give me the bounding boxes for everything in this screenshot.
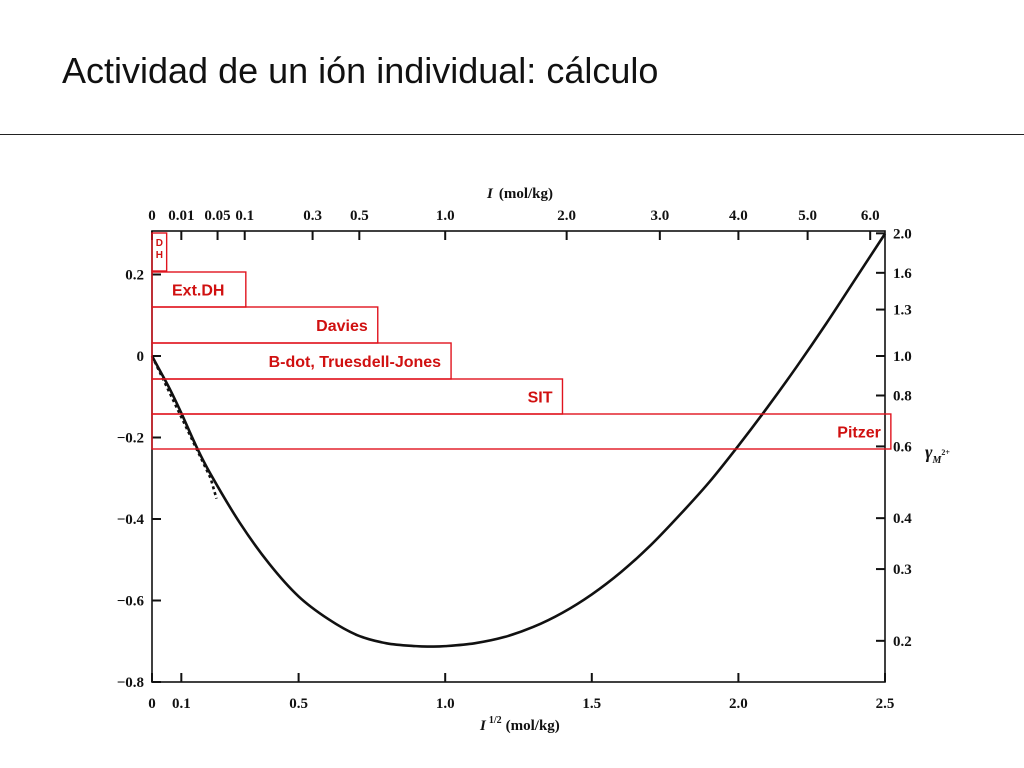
top-tick-label: 2.0 (557, 208, 576, 224)
bottom-tick-label: 2.5 (876, 696, 895, 712)
right-tick-label: 0.6 (893, 439, 912, 455)
bottom-tick-label: 0 (148, 696, 156, 712)
x-axis-title-bottom: I 1/2 (mol/kg) (479, 715, 560, 734)
top-tick-label: 3.0 (650, 208, 669, 224)
activity-curve (150, 233, 887, 648)
range-box (151, 413, 892, 450)
left-tick-label: −0.2 (117, 431, 144, 447)
top-tick-label: 0.5 (350, 208, 369, 224)
top-tick-label: 0 (148, 208, 156, 224)
left-tick-label: 0.2 (125, 268, 144, 284)
range-label: Pitzer (837, 425, 881, 442)
debye-huckel-limiting-curve (150, 355, 218, 499)
right-tick-label: 1.0 (893, 349, 912, 365)
left-tick-label: −0.4 (117, 512, 145, 528)
range-label: H (156, 250, 163, 261)
left-tick-label: −0.6 (117, 594, 145, 610)
x-axis-title-top: I (mol/kg) (486, 186, 553, 202)
range-box (151, 378, 564, 415)
range-label: SIT (528, 390, 553, 407)
bottom-tick-label: 0.1 (172, 696, 191, 712)
bottom-tick-label: 1.5 (582, 696, 601, 712)
right-tick-label: 2.0 (893, 226, 912, 242)
axis-labels-group: 0 0.1 0.5 1.0 1.5 2.0 2.5 0 0.01 0.05 0.1 0.3 0.5 1.0… (117, 186, 951, 734)
top-tick-label: 0.05 (204, 208, 230, 224)
range-label: Davies (316, 318, 368, 335)
right-tick-label: 0.8 (893, 388, 912, 404)
range-label: Ext.DH (172, 283, 224, 300)
range-label: B-dot, Truesdell-Jones (269, 354, 442, 371)
top-tick-label: 0.3 (303, 208, 322, 224)
right-tick-label: 1.3 (893, 303, 912, 319)
plot-frame (151, 230, 886, 683)
bottom-tick-label: 0.5 (289, 696, 308, 712)
title-divider (0, 134, 1024, 135)
top-tick-label: 4.0 (729, 208, 748, 224)
plot-frame-group (151, 230, 886, 683)
right-tick-label: 0.2 (893, 634, 912, 650)
right-tick-label: 0.4 (893, 511, 912, 527)
bottom-tick-label: 1.0 (436, 696, 455, 712)
top-tick-label: 5.0 (798, 208, 817, 224)
top-tick-label: 0.01 (168, 208, 194, 224)
slide-title: Actividad de un ión individual: cálculo (62, 50, 659, 91)
top-tick-label: 0.1 (235, 208, 254, 224)
right-tick-label: 1.6 (893, 266, 912, 282)
range-box (151, 232, 168, 272)
range-label: D (156, 238, 163, 249)
top-tick-label: 6.0 (861, 208, 880, 224)
top-tick-label: 1.0 (436, 208, 455, 224)
right-tick-label: 0.3 (893, 562, 912, 578)
y-axis-title-right: γM2+ (925, 442, 950, 466)
left-tick-label: −0.8 (117, 675, 144, 691)
validity-ranges-group: DH Ext.DH Davies B-dot, Truesdell-Jones SIT P… (151, 232, 892, 450)
bottom-tick-label: 2.0 (729, 696, 748, 712)
curves-group (150, 233, 887, 648)
left-tick-label: 0 (137, 349, 145, 365)
